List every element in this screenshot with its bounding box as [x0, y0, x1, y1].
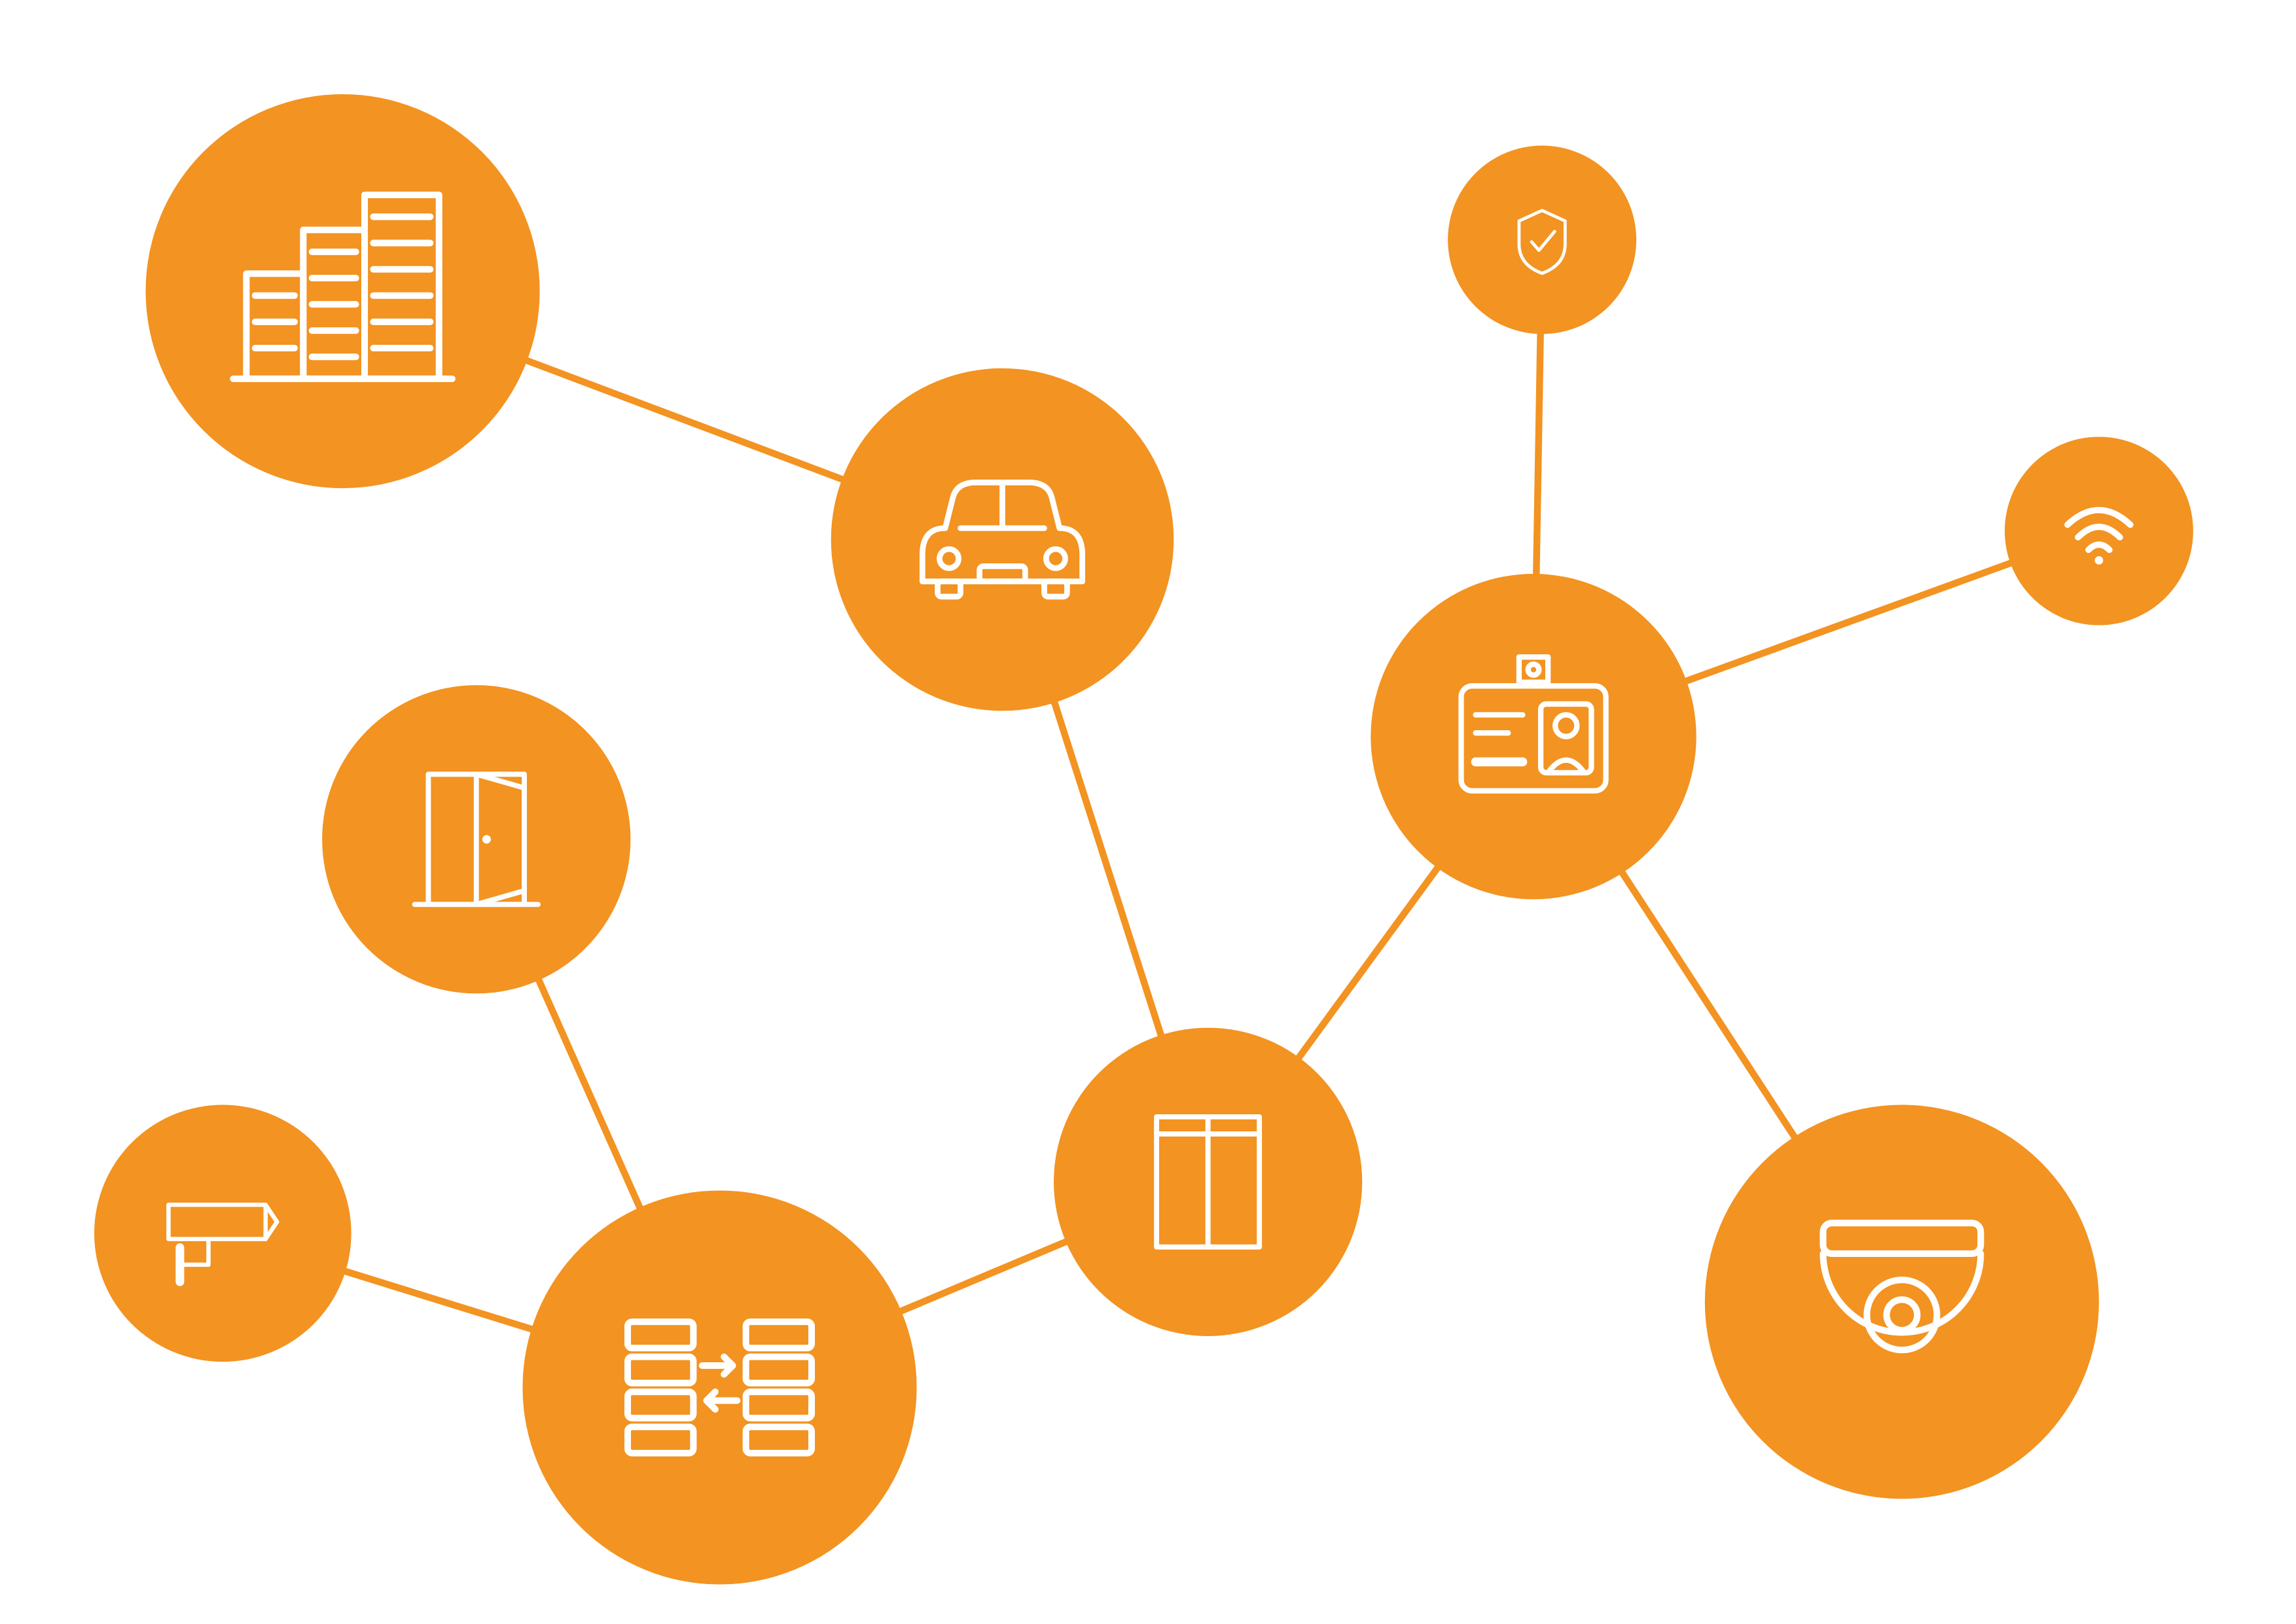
node-wifi-circle — [2005, 437, 2193, 626]
node-cctv — [94, 1105, 351, 1362]
node-buildings-circle — [146, 94, 540, 488]
node-shield-circle — [1448, 146, 1636, 334]
node-car — [831, 368, 1174, 711]
node-door — [322, 685, 630, 993]
node-car-circle — [831, 368, 1174, 711]
node-shield — [1448, 146, 1636, 334]
node-dome-camera — [1705, 1105, 2099, 1499]
node-id-badge — [1371, 574, 1696, 899]
node-elevator — [1054, 1028, 1362, 1336]
nodes-layer — [94, 94, 2193, 1585]
node-turnstile — [522, 1190, 916, 1584]
node-wifi — [2005, 437, 2193, 626]
node-cctv-circle — [94, 1105, 351, 1362]
network-diagram — [0, 0, 2296, 1624]
node-id-badge-circle — [1371, 574, 1696, 899]
node-turnstile-circle — [522, 1190, 916, 1584]
node-buildings — [146, 94, 540, 488]
